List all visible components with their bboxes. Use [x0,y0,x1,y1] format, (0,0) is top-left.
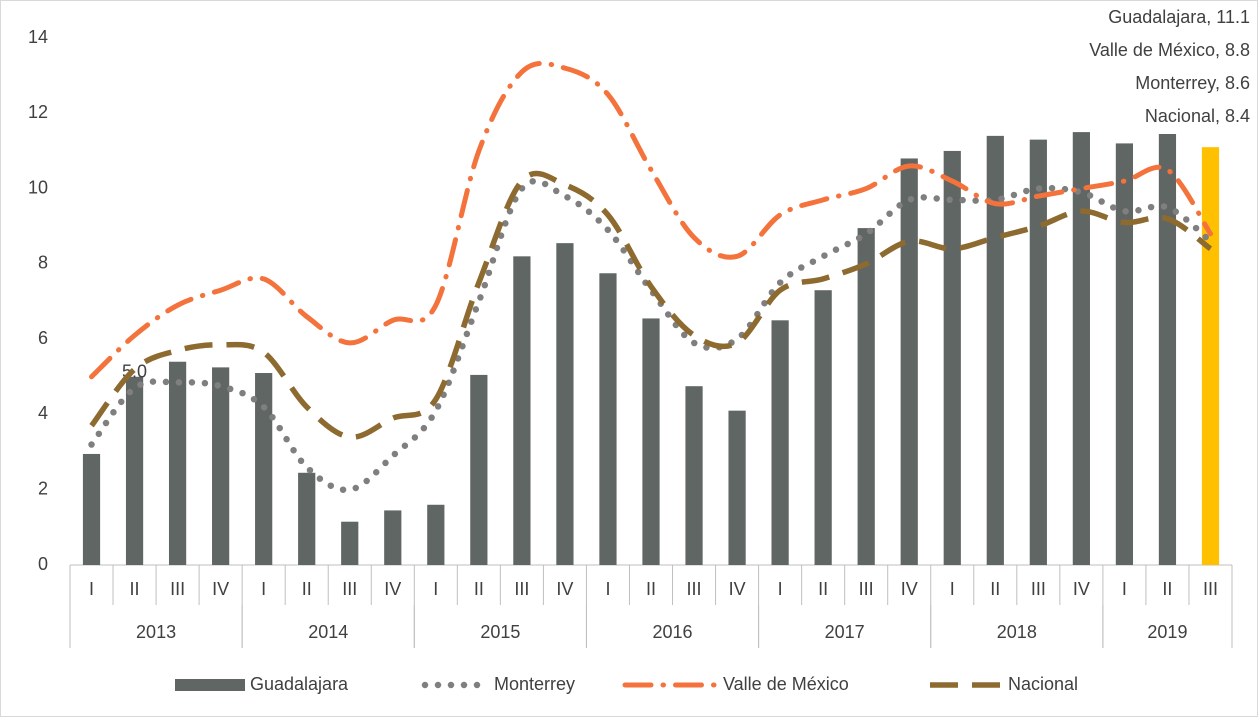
group-label: 2019 [1147,622,1187,642]
group-label: 2015 [480,622,520,642]
x-tick-label: IV [384,579,401,599]
bar [857,228,875,565]
legend-label: Nacional [1008,674,1078,694]
legend-label: Guadalajara [250,674,349,694]
annotation: Guadalajara, 11.1 [1108,7,1250,27]
bar [599,273,617,565]
x-tick-label: III [170,579,185,599]
x-tick-label: III [687,579,702,599]
x-tick-label: IV [729,579,746,599]
bar [943,150,961,565]
y-tick-label: 8 [38,253,48,273]
bar [685,386,703,565]
x-tick-label: II [646,579,656,599]
group-label: 2016 [652,622,692,642]
x-tick-label: IV [556,579,573,599]
y-tick-label: 10 [28,177,48,197]
bar [642,318,660,565]
legend-swatch [175,679,245,691]
x-tick-label: I [1122,579,1127,599]
x-tick-label: I [605,579,610,599]
x-tick-label: IV [901,579,918,599]
bar [986,135,1004,565]
bar [1201,147,1220,565]
x-tick-label: III [514,579,529,599]
x-tick-label: II [1162,579,1172,599]
line [88,178,1214,494]
x-tick-label: II [302,579,312,599]
bar [1158,133,1177,565]
bar [168,361,187,565]
bar [1072,132,1090,565]
line [89,60,1213,380]
bar [255,373,273,565]
x-tick-label: I [778,579,783,599]
bar [900,158,918,565]
x-tick-label: II [130,579,140,599]
y-tick-label: 12 [28,102,48,122]
group-label: 2018 [997,622,1037,642]
y-tick-label: 2 [38,478,48,498]
bar [556,243,574,565]
x-tick-label: I [89,579,94,599]
group-label: 2013 [136,622,176,642]
legend-label: Valle de México [723,674,849,694]
bar [427,504,445,565]
group-label: 2017 [825,622,865,642]
bar [125,376,144,565]
x-tick-label: I [433,579,438,599]
x-tick-label: IV [1073,579,1090,599]
bar [384,510,402,565]
line [89,170,1213,440]
bar [1115,143,1134,565]
bar [298,472,316,565]
legend-label: Monterrey [494,674,575,694]
x-tick-label: II [990,579,1000,599]
x-tick-label: I [950,579,955,599]
bar [728,410,746,565]
y-tick-label: 6 [38,328,48,348]
annotation: Valle de México, 8.8 [1089,40,1250,60]
x-tick-label: III [1031,579,1046,599]
bar [771,320,789,565]
bar [341,521,359,565]
x-tick-label: IV [212,579,229,599]
group-label: 2014 [308,622,348,642]
x-tick-label: III [342,579,357,599]
y-tick-label: 14 [28,27,48,47]
y-tick-label: 4 [38,403,48,423]
annotation: Monterrey, 8.6 [1135,73,1250,93]
x-tick-label: II [818,579,828,599]
bar [470,374,488,565]
bar [814,290,832,565]
annotation: Nacional, 8.4 [1145,106,1250,126]
bar [212,367,230,565]
x-tick-label: I [261,579,266,599]
x-tick-label: II [474,579,484,599]
y-tick-label: 0 [38,554,48,574]
bar [513,256,531,565]
x-tick-label: III [859,579,874,599]
x-tick-label: III [1203,579,1218,599]
bar [82,453,101,565]
bar [1029,139,1047,565]
